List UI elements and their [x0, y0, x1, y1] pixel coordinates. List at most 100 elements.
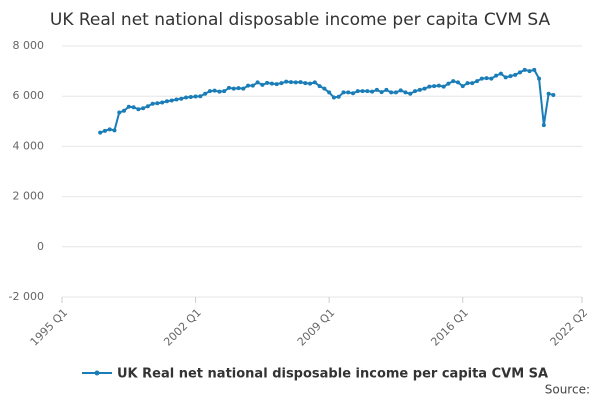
point: [303, 81, 308, 86]
point: [322, 86, 327, 91]
point: [193, 94, 198, 99]
point: [312, 80, 317, 85]
point: [417, 87, 422, 92]
point: [498, 71, 503, 76]
point: [98, 130, 103, 135]
legend-marker: [94, 370, 100, 376]
point: [107, 127, 112, 132]
point: [427, 84, 432, 89]
y-tick-label: 4 000: [13, 139, 45, 152]
point: [131, 105, 136, 110]
point: [198, 94, 203, 99]
y-tick-label: 8 000: [13, 39, 45, 52]
point: [341, 90, 346, 95]
point: [522, 67, 527, 72]
point: [479, 76, 484, 81]
point: [184, 95, 189, 100]
point: [136, 107, 141, 112]
point: [279, 81, 284, 86]
source: Source:: [545, 383, 590, 397]
point: [231, 86, 236, 91]
point: [160, 100, 165, 105]
point: [126, 104, 131, 109]
point: [413, 89, 418, 94]
point: [355, 89, 360, 94]
point: [503, 75, 508, 80]
point: [112, 128, 117, 133]
point: [274, 82, 279, 87]
point: [508, 74, 513, 79]
point: [284, 79, 289, 84]
point: [398, 88, 403, 93]
point: [145, 104, 150, 109]
point: [360, 89, 365, 94]
point: [141, 106, 146, 111]
point: [446, 81, 451, 86]
point: [117, 110, 122, 115]
point: [293, 80, 298, 85]
point: [217, 89, 222, 94]
point: [236, 86, 241, 91]
point: [122, 108, 127, 113]
point: [255, 80, 260, 85]
point: [155, 101, 160, 106]
point: [489, 76, 494, 81]
point: [241, 86, 246, 91]
point: [432, 84, 437, 89]
point: [212, 88, 217, 93]
point: [222, 89, 227, 94]
point: [203, 91, 208, 96]
point: [327, 90, 332, 95]
x-tick-label: 2002 Q1: [161, 306, 204, 349]
point: [513, 72, 518, 77]
point: [298, 80, 303, 85]
x-tick-label: 1995 Q1: [28, 306, 71, 349]
point: [169, 98, 174, 103]
point: [436, 83, 441, 88]
y-tick-label: -2 000: [9, 290, 44, 303]
y-tick-label: 2 000: [13, 190, 45, 203]
point: [226, 85, 231, 90]
point: [527, 69, 532, 74]
point: [541, 123, 546, 128]
y-tick-label: 0: [37, 240, 44, 253]
point: [308, 81, 313, 86]
point: [551, 92, 556, 97]
point: [408, 91, 413, 96]
point: [393, 90, 398, 95]
point: [389, 90, 394, 95]
point: [102, 128, 107, 133]
point: [532, 67, 537, 72]
point: [150, 101, 155, 106]
legend-label: UK Real net national disposable income p…: [117, 367, 548, 382]
point: [537, 76, 542, 81]
point: [207, 89, 212, 94]
point: [351, 91, 356, 96]
point: [365, 89, 370, 94]
point: [250, 83, 255, 88]
x-tick-label: 2022 Q2: [548, 306, 591, 349]
point: [379, 90, 384, 95]
point: [384, 87, 389, 92]
point: [331, 95, 336, 100]
point: [188, 94, 193, 99]
point: [288, 80, 293, 85]
point: [451, 79, 456, 84]
point: [260, 82, 265, 87]
point: [265, 80, 270, 85]
y-tick-label: 6 000: [13, 89, 45, 102]
point: [455, 80, 460, 85]
point: [475, 79, 480, 84]
x-tick-label: 2016 Q1: [428, 306, 471, 349]
point: [317, 84, 322, 89]
point: [370, 89, 375, 94]
point: [494, 73, 499, 78]
point: [546, 91, 551, 96]
point: [441, 84, 446, 89]
point: [336, 94, 341, 99]
point: [517, 70, 522, 75]
point: [269, 81, 274, 86]
point: [484, 76, 489, 81]
point: [246, 83, 251, 88]
